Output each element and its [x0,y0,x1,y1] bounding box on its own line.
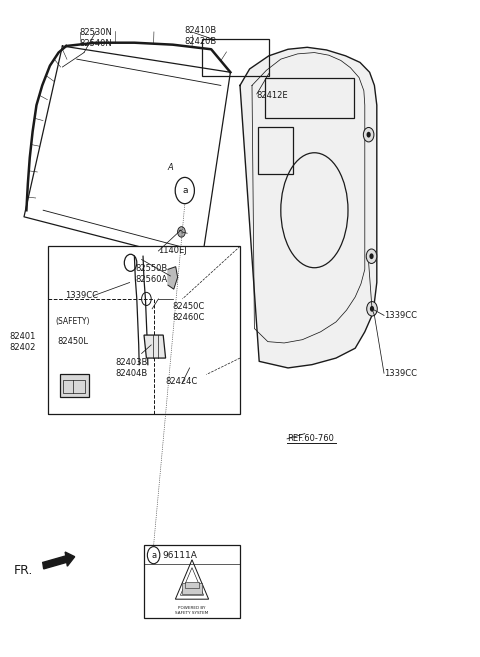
Bar [202,39,269,76]
Text: 96111A: 96111A [162,551,197,560]
Circle shape [147,547,160,564]
Circle shape [370,254,373,259]
Polygon shape [168,267,178,289]
Text: POWERED BY
SAFETY SYSTEM: POWERED BY SAFETY SYSTEM [175,606,209,615]
Bar [48,299,154,414]
Text: 82410B
82420B: 82410B 82420B [185,26,217,47]
Bar [48,246,240,414]
Text: 82450C
82460C: 82450C 82460C [173,302,205,323]
Text: 82401
82402: 82401 82402 [10,332,36,351]
Text: 82450L: 82450L [58,337,89,346]
Circle shape [367,302,377,316]
Bar [265,78,354,118]
Circle shape [175,177,194,204]
Bar [63,380,85,393]
Text: A: A [168,163,173,172]
Bar [144,545,240,618]
Circle shape [178,227,185,237]
Circle shape [363,127,374,142]
Text: 82550B
82560A: 82550B 82560A [136,264,168,284]
Polygon shape [60,374,89,397]
Text: 82530N
82540N: 82530N 82540N [79,28,112,48]
Text: 1339CC: 1339CC [384,369,417,378]
Text: 82412E: 82412E [257,91,288,100]
Text: 82403B
82404B: 82403B 82404B [115,358,147,378]
Circle shape [367,132,371,137]
Text: REF.60-760: REF.60-760 [287,434,334,443]
Circle shape [366,249,377,263]
Bar [258,127,293,174]
Text: 1140EJ: 1140EJ [158,246,187,256]
Text: 82424C: 82424C [166,376,198,386]
Text: 1339CC: 1339CC [384,311,417,320]
Text: 1339CC: 1339CC [65,291,98,300]
Circle shape [370,306,374,311]
Bar [185,582,199,587]
FancyArrow shape [43,552,75,569]
Text: (SAFETY): (SAFETY) [55,317,90,327]
Bar [182,583,202,594]
Text: a: a [182,186,188,195]
Polygon shape [240,47,377,368]
Polygon shape [144,335,166,358]
Text: FR.: FR. [13,564,33,577]
Text: a: a [151,551,156,560]
